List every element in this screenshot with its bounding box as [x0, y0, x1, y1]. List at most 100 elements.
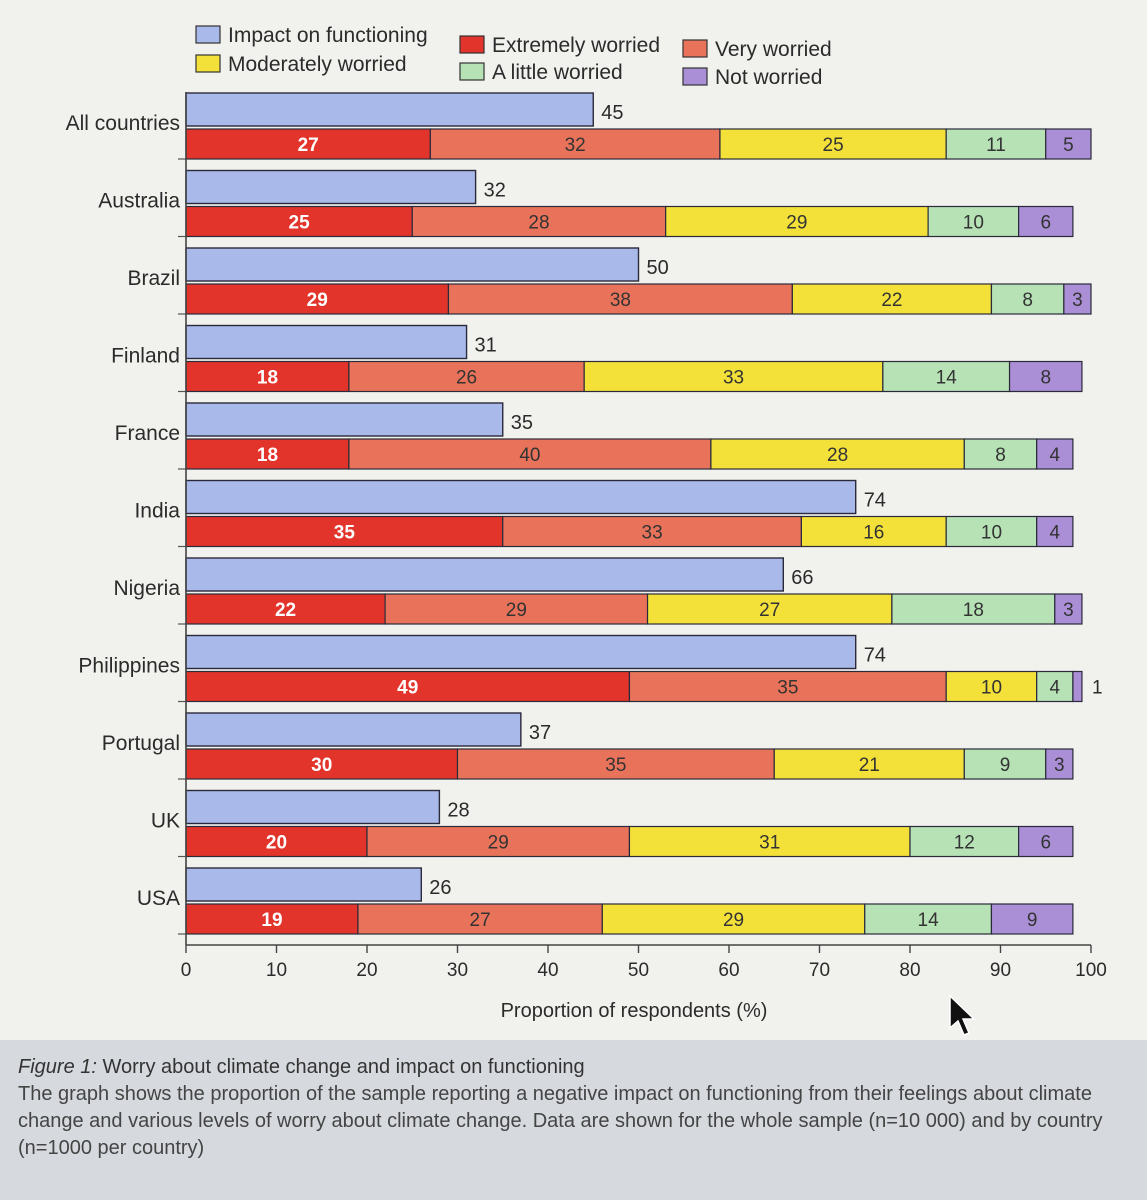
x-tick-label: 30	[447, 960, 468, 981]
impact-bar	[185, 634, 857, 670]
worry-segment-not-worried	[1063, 283, 1092, 315]
legend-swatch-moderately-worried	[195, 54, 221, 73]
worry-value-label-extremely-worried: 49	[397, 678, 418, 699]
worry-value-label-not-worried: 3	[1063, 600, 1074, 621]
category-label: India	[134, 500, 180, 523]
worry-value-label-a-little-worried: 10	[963, 213, 984, 234]
worry-value-label-a-little-worried: 14	[918, 910, 940, 931]
worry-segment-moderately-worried	[710, 438, 965, 470]
legend-label-not-worried: Not worried	[715, 66, 822, 89]
worry-segment-moderately-worried	[791, 283, 993, 315]
worry-segment-a-little-worried	[927, 205, 1020, 238]
category-group-nigeria: Nigeria 66 22 29 27 18 3	[113, 557, 1083, 625]
x-tick-label: 20	[356, 960, 377, 981]
x-tick-label: 60	[718, 960, 739, 981]
legend-label-impact-on-functioning: Impact on functioning	[228, 24, 428, 47]
worry-segment-moderately-worried	[646, 593, 893, 625]
worry-value-label-very-worried: 38	[610, 290, 631, 311]
figure-number: Figure 1:	[18, 1056, 97, 1078]
worry-value-label-very-worried: 26	[456, 368, 477, 389]
worry-value-label-a-little-worried: 9	[1000, 755, 1011, 776]
worry-value-label-extremely-worried: 29	[307, 290, 328, 311]
legend-item-moderately-worried: Moderately worried	[195, 53, 407, 76]
worry-value-label-extremely-worried: 18	[257, 368, 278, 389]
impact-value-label: 37	[529, 722, 551, 744]
worry-segment-a-little-worried	[963, 438, 1038, 470]
category-group-portugal: Portugal 37 30 35 21 9 3	[102, 712, 1074, 780]
x-tick-label: 0	[181, 960, 192, 981]
impact-bar	[185, 479, 857, 515]
worry-segment-a-little-worried	[891, 593, 1056, 625]
x-tick-label: 10	[266, 960, 287, 981]
worry-value-label-not-worried: 4	[1050, 445, 1061, 466]
worry-value-label-very-worried: 32	[565, 135, 586, 156]
worry-value-label-extremely-worried: 18	[257, 445, 278, 466]
impact-bar	[185, 92, 594, 127]
impact-bar	[185, 402, 504, 437]
plot-panel: Impact on functioning Extremely worried Ve…	[0, 0, 1147, 1040]
legend-item-impact-on-functioning: Impact on functioning	[195, 24, 428, 47]
legend-label-extremely-worried: Extremely worried	[492, 34, 660, 57]
category-group-france: France 35 18 40 28 8 4	[115, 402, 1074, 470]
legend-label-moderately-worried: Moderately worried	[228, 53, 407, 76]
arrow-cursor-icon	[949, 994, 976, 1036]
worry-segment-a-little-worried	[1036, 670, 1074, 703]
worry-segment-a-little-worried	[945, 515, 1038, 548]
x-tick-label: 40	[537, 960, 558, 981]
worry-value-label-not-worried: 4	[1050, 523, 1061, 544]
category-label: Australia	[98, 190, 180, 213]
worry-value-label-moderately-worried: 16	[863, 523, 884, 544]
x-axis-title: Proportion of respondents (%)	[501, 1000, 768, 1022]
worry-value-label-a-little-worried: 18	[963, 600, 984, 621]
impact-bar	[185, 712, 522, 747]
worry-segment-very-worried	[502, 515, 802, 548]
worry-segment-moderately-worried	[945, 670, 1038, 703]
x-tick-label: 80	[899, 960, 920, 981]
worry-value-label-very-worried: 29	[488, 833, 509, 854]
category-label: USA	[137, 887, 180, 910]
legend-swatch-impact-on-functioning	[195, 25, 221, 44]
x-tick-label: 70	[809, 960, 830, 981]
legend-item-not-worried: Not worried	[682, 66, 822, 89]
category-label: Nigeria	[113, 577, 180, 600]
worry-value-label-very-worried: 35	[777, 678, 798, 699]
worry-value-label-not-worried: 6	[1040, 213, 1051, 234]
worry-value-label-not-worried: 6	[1040, 833, 1051, 854]
category-group-philippines: Philippines 74 49 35 10 4 1	[78, 634, 1103, 703]
category-label: Finland	[111, 345, 180, 368]
caption-title-text: Worry about climate change and impact on…	[102, 1056, 585, 1078]
category-group-brazil: Brazil 50 29 38 22 8 3	[127, 247, 1092, 315]
category-label: UK	[151, 810, 180, 833]
worry-value-label-a-little-worried: 12	[954, 833, 975, 854]
worry-value-label-extremely-worried: 22	[275, 600, 296, 621]
worry-segment-moderately-worried	[719, 128, 947, 160]
worry-value-label-not-worried: 9	[1027, 910, 1038, 931]
worry-segment-not-worried	[1008, 360, 1083, 393]
worry-segment-not-worried	[1017, 205, 1074, 238]
category-group-australia: Australia 32 25 28 29 10 6	[98, 169, 1074, 238]
impact-value-label: 35	[511, 412, 533, 434]
worry-segment-a-little-worried	[864, 903, 993, 935]
worry-value-label-extremely-worried: 35	[334, 523, 356, 544]
impact-value-label: 31	[475, 335, 497, 357]
worry-segment-very-worried	[628, 670, 947, 703]
worry-value-label-very-worried: 28	[528, 213, 549, 234]
impact-value-label: 26	[429, 877, 451, 899]
worry-value-label-not-worried: 3	[1054, 755, 1065, 776]
worry-value-label-moderately-worried: 31	[759, 833, 780, 854]
worry-segment-moderately-worried	[628, 825, 911, 858]
worry-segment-very-worried	[357, 903, 603, 935]
worry-value-label-extremely-worried: 19	[261, 910, 282, 931]
legend-item-very-worried: Very worried	[682, 38, 832, 61]
worry-value-label-moderately-worried: 21	[859, 755, 880, 776]
category-group-uk: UK 28 20 29 31 12 6	[151, 789, 1074, 858]
worry-segment-not-worried	[1045, 748, 1074, 780]
legend-label-very-worried: Very worried	[715, 38, 832, 61]
worry-value-label-moderately-worried: 29	[786, 213, 807, 234]
impact-value-label: 50	[647, 257, 669, 279]
worry-segment-moderately-worried	[583, 360, 884, 393]
worry-value-label-not-worried: 8	[1040, 368, 1051, 389]
legend-swatch-extremely-worried	[459, 35, 485, 54]
worry-segment-not-worried	[1036, 438, 1074, 470]
worry-segment-very-worried	[384, 593, 649, 625]
